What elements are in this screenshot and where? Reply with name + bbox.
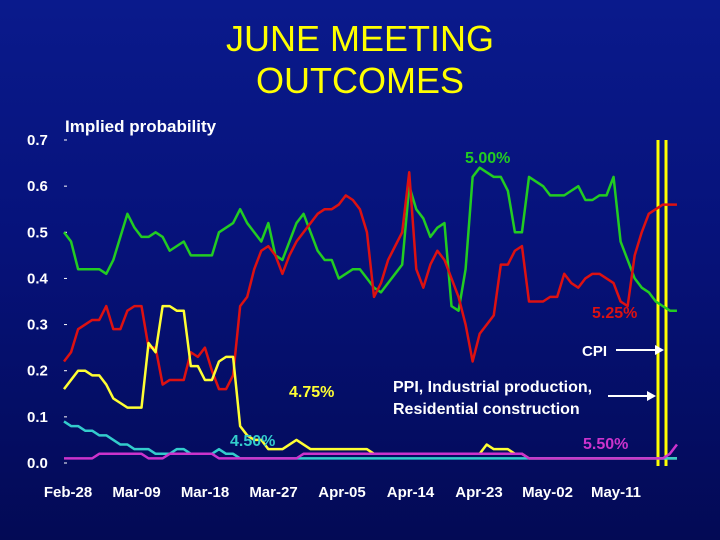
y-tick-label: 0.3	[27, 317, 48, 334]
annotation-residential: Residential construction	[393, 401, 580, 418]
x-tick-label: Mar-09	[112, 484, 160, 501]
annotation-ppi: PPI, Industrial production,	[393, 379, 592, 396]
y-tick-label: 0.4	[27, 270, 49, 287]
annotation-arrowhead	[647, 391, 656, 401]
y-axis-label: Implied probability	[65, 117, 217, 136]
x-tick-label: Feb-28	[44, 484, 92, 501]
x-tick-label: Mar-27	[249, 484, 297, 501]
series-line-550	[64, 443, 678, 460]
y-axis: 0.0 0.1 0.2 0.3 0.4 0.5 0.6 0.7	[27, 132, 67, 472]
chart-title-line2: OUTCOMES	[255, 60, 464, 101]
series-lines	[63, 166, 678, 460]
y-tick-label: 0.6	[27, 178, 48, 195]
series-label: 5.50%	[583, 436, 628, 453]
x-tick-label: Apr-23	[455, 484, 503, 501]
x-tick-label: Apr-14	[387, 484, 435, 501]
series-line-525	[63, 171, 677, 391]
x-axis: Feb-28 Mar-09 Mar-18 Mar-27 Apr-05 Apr-14 Apr-…	[44, 484, 641, 501]
x-tick-label: May-02	[522, 484, 573, 501]
series-line-500	[63, 166, 677, 312]
annotations: CPI PPI, Industrial production, Residentia…	[393, 343, 664, 418]
series-label: 5.00%	[465, 150, 510, 167]
y-tick-label: 0.2	[27, 363, 48, 380]
y-tick-label: 0.5	[27, 224, 48, 241]
chart-title-line1: JUNE MEETING	[225, 18, 494, 59]
x-tick-label: Mar-18	[181, 484, 229, 501]
series-label: 4.50%	[230, 433, 275, 450]
series-label: 4.75%	[289, 384, 334, 401]
y-tick-label: 0.7	[27, 132, 48, 149]
y-tick-label: 0.1	[27, 409, 48, 426]
x-tick-label: Apr-05	[318, 484, 366, 501]
series-label: 5.25%	[592, 305, 637, 322]
series-labels: 5.00% 5.25% 4.75% 4.50% 5.50%	[230, 150, 637, 453]
y-tick-label: 0.0	[27, 455, 48, 472]
annotation-arrowhead	[655, 345, 664, 355]
annotation-cpi: CPI	[582, 343, 607, 360]
x-tick-label: May-11	[591, 484, 641, 501]
